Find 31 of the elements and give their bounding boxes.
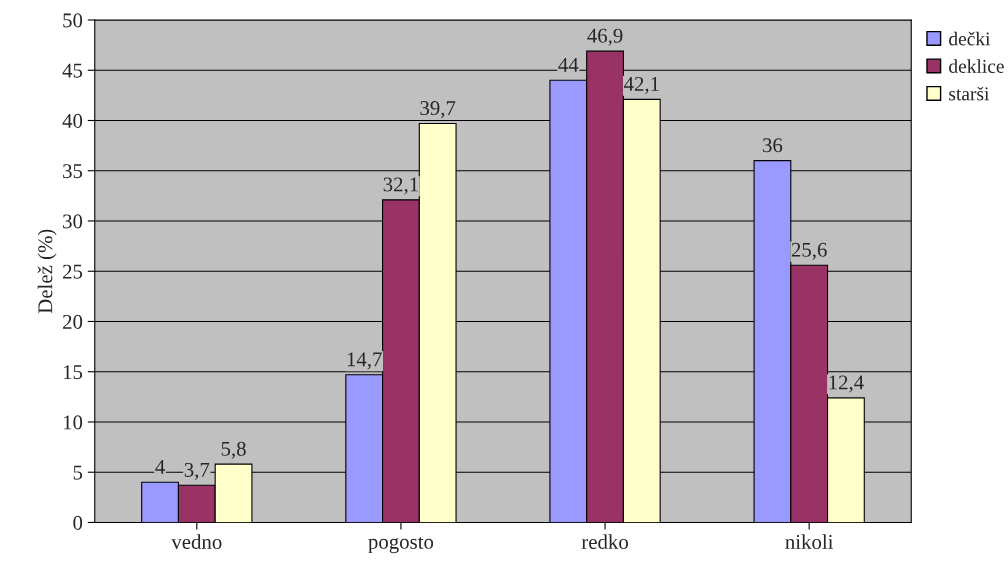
y-tick-label: 35 [63,164,83,179]
y-tick-label: 25 [63,264,83,279]
y-tick-label: 30 [63,214,83,229]
x-tick-label: vedno [171,534,222,549]
data-label: 14,7 [347,352,382,370]
data-label: 39,7 [420,101,456,119]
data-label: 32,1 [383,177,418,195]
y-tick-label: 5 [73,465,83,480]
data-label: 36 [763,138,783,153]
legend-label: dečki [949,31,991,46]
y-tick-label: 10 [63,415,83,430]
data-label: 44 [558,57,579,72]
data-label: 42,1 [623,76,659,94]
y-tick-label: 50 [63,13,83,28]
y-tick-label: 0 [73,515,83,530]
legend-label: deklice [949,59,1004,73]
data-label: 25,6 [791,242,827,260]
data-label: 46,9 [587,28,623,46]
y-tick-label: 45 [62,63,83,78]
x-tick-label: nikoli [785,534,834,549]
data-label: 12,4 [829,375,864,393]
data-label: 3,7 [184,462,210,480]
y-tick-label: 15 [63,365,83,380]
x-tick-label: pogosto [368,536,434,554]
data-label: 4 [155,459,165,474]
y-axis-title: Delež (%) [37,229,57,314]
data-label: 5,8 [221,441,246,459]
legend-label: starši [949,86,990,101]
y-tick-label: 20 [63,314,83,329]
x-tick-label: redko [581,534,628,549]
y-tick-label: 40 [62,113,83,128]
